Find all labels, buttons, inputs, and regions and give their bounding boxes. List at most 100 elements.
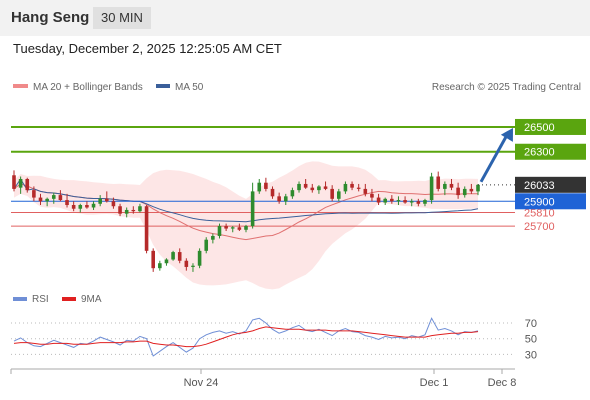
current-price-tag	[515, 176, 586, 193]
candle-body	[58, 195, 63, 201]
candle-body	[317, 186, 321, 191]
candle-body	[71, 205, 76, 209]
candle-body	[403, 200, 407, 203]
candle-body	[197, 250, 202, 266]
price-plot-area: 26500 26300 25810 25700 26033 25900	[11, 118, 586, 290]
credit-text: Research © 2025 Trading Central	[432, 82, 581, 93]
title-bar: Hang Seng 30 MIN	[0, 0, 590, 36]
level-tag-26500	[515, 118, 586, 135]
candle-body	[78, 205, 83, 209]
candle-body	[98, 198, 102, 204]
candle-body	[12, 175, 16, 189]
candle-body	[383, 198, 387, 203]
candle-body	[363, 188, 368, 194]
candle-body	[423, 200, 427, 204]
rsi-ma-legend-label: 9MA	[81, 294, 102, 305]
x-tick-label: Dec 1	[420, 377, 449, 389]
candle-body	[277, 196, 281, 202]
candle-body	[211, 235, 215, 240]
projection-arrowhead	[500, 127, 513, 142]
instrument-name: Hang Seng	[11, 9, 90, 26]
candle-body	[469, 188, 474, 192]
candle-body	[416, 201, 421, 204]
rsi-legend-swatch	[13, 297, 27, 301]
candle-body	[244, 226, 248, 230]
rsi-tick-70: 70	[525, 318, 537, 330]
candle-body	[65, 200, 69, 206]
ma20-legend-swatch	[13, 84, 28, 88]
candle-body	[283, 196, 288, 202]
ma20-legend-label: MA 20 + Bollinger Bands	[33, 82, 143, 93]
ma50-price-tag	[515, 193, 586, 210]
level-label-25700: 25700	[524, 221, 555, 233]
candle-body	[390, 198, 394, 202]
level-label-25810: 25810	[524, 207, 555, 219]
rsi-plot-area: 70 50 30	[11, 317, 537, 361]
candle-body	[337, 191, 341, 199]
candle-body	[343, 183, 348, 192]
candle-body	[85, 205, 89, 208]
candle-body	[177, 252, 182, 261]
candle-body	[224, 226, 228, 229]
candle-body	[191, 265, 195, 267]
level-label-26500: 26500	[524, 122, 555, 134]
candle-body	[303, 183, 308, 188]
candle-body	[449, 183, 454, 188]
ma50-price-label: 25900	[524, 196, 555, 208]
current-price-label: 26033	[524, 180, 555, 192]
level-tag-26300	[515, 143, 586, 160]
candle-body	[18, 178, 23, 188]
candle-body	[436, 176, 441, 189]
rsi-tick-50: 50	[525, 334, 537, 346]
candle-body	[443, 183, 447, 189]
candle-body	[323, 186, 328, 189]
candle-body	[51, 195, 56, 199]
candle-body	[310, 187, 315, 191]
candle-body	[124, 209, 129, 214]
candle-body	[230, 227, 235, 229]
candle-body	[164, 259, 169, 264]
candle-body	[376, 197, 381, 203]
candle-body	[476, 184, 480, 192]
x-tick-label: Dec 8	[488, 377, 517, 389]
candle-body	[237, 227, 242, 230]
candle-body	[38, 197, 43, 202]
candle-body	[356, 187, 361, 189]
candle-body	[91, 203, 96, 208]
candle-body	[184, 260, 189, 267]
candle-body	[32, 190, 36, 198]
candle-body	[330, 188, 334, 199]
candle-body	[151, 250, 155, 269]
candle-body	[131, 209, 136, 212]
projection-arrow-shaft	[479, 134, 509, 183]
candle-body	[257, 182, 262, 192]
ma50-legend-swatch	[156, 84, 170, 88]
candle-body	[462, 188, 467, 196]
timestamp: Tuesday, December 2, 2025 12:25:05 AM CE…	[13, 41, 282, 56]
candle-body	[409, 201, 414, 203]
candle-body	[105, 198, 109, 202]
candle-body	[370, 193, 374, 198]
rsi-series-rsi	[13, 317, 479, 357]
candle-body	[429, 176, 434, 201]
candle-body	[158, 263, 162, 269]
candle-body	[270, 188, 275, 197]
candle-body	[217, 226, 222, 236]
candle-body	[25, 178, 30, 191]
ma50-line	[13, 178, 479, 223]
interval-selector[interactable]: 30 MIN	[93, 7, 151, 29]
candle-body	[204, 239, 209, 251]
x-axis-ticks: Nov 24 Dec 1 Dec 8	[10, 369, 517, 389]
rsi-tick-30: 30	[525, 349, 537, 361]
candle-body	[396, 200, 401, 202]
candle-body	[350, 183, 354, 188]
candle-body	[111, 201, 116, 207]
rsi-legend-label: RSI	[32, 294, 49, 305]
candle-body	[264, 182, 268, 189]
candle-body	[144, 206, 149, 251]
candle-body	[118, 206, 122, 214]
candle-body	[250, 191, 255, 227]
candle-body	[456, 187, 460, 196]
candle-body	[45, 198, 49, 202]
